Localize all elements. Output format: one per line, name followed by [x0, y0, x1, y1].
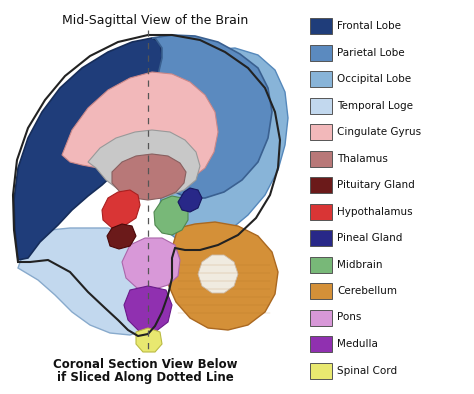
- Polygon shape: [88, 130, 200, 198]
- Polygon shape: [136, 328, 162, 352]
- Text: Midbrain: Midbrain: [337, 260, 383, 269]
- FancyBboxPatch shape: [310, 71, 332, 87]
- Text: Parietal Lobe: Parietal Lobe: [337, 48, 405, 58]
- Polygon shape: [158, 48, 288, 242]
- Text: Hypothalamus: Hypothalamus: [337, 206, 413, 216]
- Polygon shape: [154, 196, 188, 235]
- FancyBboxPatch shape: [310, 230, 332, 246]
- Polygon shape: [152, 35, 272, 198]
- Text: Temporal Loge: Temporal Loge: [337, 100, 413, 110]
- Text: Pituitary Gland: Pituitary Gland: [337, 180, 415, 190]
- FancyBboxPatch shape: [310, 18, 332, 34]
- Polygon shape: [122, 238, 180, 290]
- Text: Thalamus: Thalamus: [337, 154, 388, 164]
- Text: Pons: Pons: [337, 312, 361, 323]
- FancyBboxPatch shape: [310, 97, 332, 113]
- Text: Frontal Lobe: Frontal Lobe: [337, 21, 401, 31]
- FancyBboxPatch shape: [310, 310, 332, 325]
- FancyBboxPatch shape: [310, 256, 332, 273]
- Polygon shape: [168, 222, 278, 330]
- FancyBboxPatch shape: [310, 124, 332, 140]
- Polygon shape: [124, 286, 172, 332]
- Text: Mid-Sagittal View of the Brain: Mid-Sagittal View of the Brain: [62, 14, 248, 27]
- FancyBboxPatch shape: [310, 177, 332, 193]
- FancyBboxPatch shape: [310, 45, 332, 61]
- Text: Cingulate Gyrus: Cingulate Gyrus: [337, 127, 421, 137]
- FancyBboxPatch shape: [310, 283, 332, 299]
- Text: Spinal Cord: Spinal Cord: [337, 366, 397, 375]
- Text: if Sliced Along Dotted Line: if Sliced Along Dotted Line: [56, 371, 233, 384]
- Polygon shape: [178, 188, 202, 212]
- Polygon shape: [62, 72, 218, 183]
- Text: Coronal Section View Below: Coronal Section View Below: [53, 358, 237, 371]
- FancyBboxPatch shape: [310, 336, 332, 352]
- Polygon shape: [198, 255, 238, 293]
- Polygon shape: [112, 154, 186, 200]
- FancyBboxPatch shape: [310, 362, 332, 379]
- Text: Occipital Lobe: Occipital Lobe: [337, 74, 411, 84]
- Polygon shape: [102, 190, 140, 228]
- FancyBboxPatch shape: [310, 151, 332, 167]
- Text: Medulla: Medulla: [337, 339, 378, 349]
- Polygon shape: [107, 224, 136, 249]
- Polygon shape: [14, 38, 162, 260]
- Text: Pineal Gland: Pineal Gland: [337, 233, 402, 243]
- FancyBboxPatch shape: [310, 203, 332, 219]
- Polygon shape: [18, 228, 160, 335]
- Text: Cerebellum: Cerebellum: [337, 286, 397, 296]
